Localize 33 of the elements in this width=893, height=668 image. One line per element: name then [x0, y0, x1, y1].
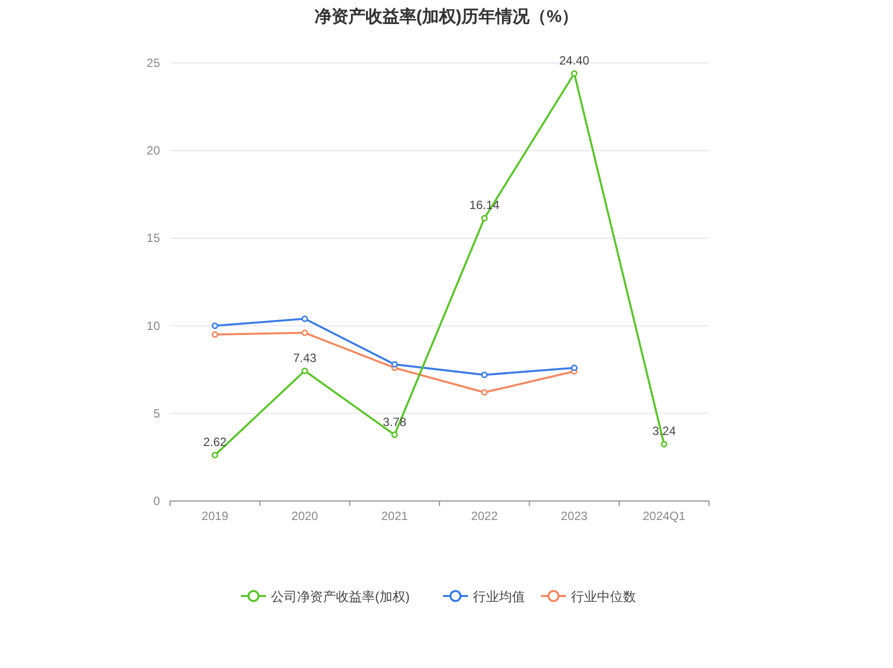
- legend-label: 行业中位数: [571, 589, 636, 604]
- point: [302, 330, 308, 336]
- point: [660, 440, 668, 448]
- data-label: 2.62: [203, 435, 227, 450]
- x-tick-label: 2024Q1: [642, 509, 686, 523]
- x-tick-label: 2019: [202, 509, 229, 523]
- y-tick-label: 10: [146, 318, 160, 333]
- point: [391, 432, 398, 438]
- point: [571, 364, 578, 372]
- point: [481, 389, 488, 396]
- point: [481, 372, 488, 378]
- data-label: 24.40: [559, 54, 590, 68]
- x-tick-label: 2021: [381, 509, 408, 523]
- y-tick-label: 15: [146, 231, 160, 246]
- point: [302, 368, 308, 374]
- point: [212, 331, 218, 338]
- y-tick-label: 0: [153, 494, 160, 508]
- y-tick-label: 25: [146, 56, 160, 70]
- point: [571, 70, 578, 77]
- y-tick-label: 20: [146, 144, 160, 158]
- point: [481, 214, 488, 222]
- legend-label: 行业均值: [473, 589, 525, 604]
- point: [391, 361, 398, 368]
- point: [212, 452, 218, 458]
- x-tick-label: 2020: [291, 509, 318, 523]
- x-tick-label: 2023: [560, 509, 588, 523]
- y-tick-label: 5: [153, 406, 160, 420]
- x-tick-label: 2022: [471, 509, 498, 523]
- point: [212, 322, 218, 330]
- chart-title: 净资产收益率(加权)历年情况（%）: [314, 7, 579, 26]
- data-label: 7.43: [293, 350, 317, 365]
- legend-label: 公司净资产收益率(加权): [271, 589, 410, 604]
- point: [302, 316, 308, 322]
